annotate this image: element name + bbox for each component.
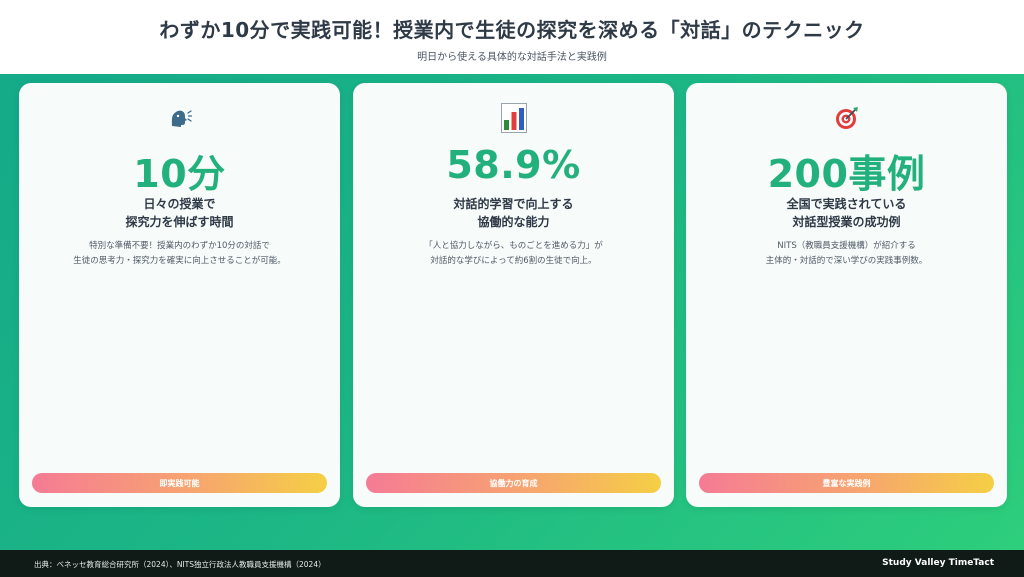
card-description-line: 生徒の思考力・探究力を確実に向上させることが可能。 <box>73 256 286 266</box>
tag-button-immediate-practice[interactable]: 即実践可能 <box>32 473 327 493</box>
card-heading-line: 探究力を伸ばす時間 <box>125 215 234 229</box>
tag-button-collaboration[interactable]: 協働力の育成 <box>366 473 661 493</box>
stat-value: 200事例 <box>767 152 926 196</box>
card-200-cases: 200事例 全国で実践されている 対話型授業の成功例 NITS（教職員支援機構）… <box>686 83 1007 507</box>
card-heading-line: 全国で実践されている <box>786 197 907 211</box>
card-58-percent: 58.9% 対話的学習で向上する 協働的な能力 「人と協力しながら、ものごとを進… <box>353 83 674 507</box>
card-description: NITS（教職員支援機構）が紹介する 主体的・対話的で深い学びの実践事例数。 <box>696 239 997 269</box>
target-icon <box>686 103 1007 133</box>
card-heading: 日々の授業で 探究力を伸ばす時間 <box>19 195 340 231</box>
card-description: 「人と協力しながら、ものごとを進める力」が 対話的な学びによって約6割の生徒で向… <box>363 239 664 269</box>
page-subtitle: 明日から使える具体的な対話手法と実践例 <box>417 52 607 63</box>
card-grid: 10分 日々の授業で 探究力を伸ばす時間 特別な準備不要！授業内のわずか10分の… <box>19 83 1007 507</box>
card-10-minutes: 10分 日々の授業で 探究力を伸ばす時間 特別な準備不要！授業内のわずか10分の… <box>19 83 340 507</box>
card-description-line: 特別な準備不要！授業内のわずか10分の対話で <box>89 241 270 251</box>
card-heading: 対話的学習で向上する 協働的な能力 <box>353 195 674 231</box>
card-description-line: 主体的・対話的で深い学びの実践事例数。 <box>765 256 928 266</box>
stat-value: 10分 <box>133 152 226 196</box>
speaking-head-icon <box>19 103 340 133</box>
card-description-line: 「人と協力しながら、ものごとを進める力」が <box>424 241 603 251</box>
brand-name: Study Valley TimeTact <box>882 558 994 568</box>
card-heading-line: 協働的な能力 <box>477 215 550 229</box>
card-heading-line: 対話的学習で向上する <box>453 197 574 211</box>
card-heading: 全国で実践されている 対話型授業の成功例 <box>686 195 1007 231</box>
stat-value: 58.9% <box>446 143 581 187</box>
card-description-line: NITS（教職員支援機構）が紹介する <box>777 241 916 251</box>
page-title: わずか10分で実践可能！授業内で生徒の探究を深める「対話」のテクニック <box>159 18 865 42</box>
card-description-line: 対話的な学びによって約6割の生徒で向上。 <box>430 256 597 266</box>
card-heading-line: 日々の授業で <box>143 197 216 211</box>
bar-chart-icon <box>353 103 674 133</box>
tag-button-rich-examples[interactable]: 豊富な実践例 <box>699 473 994 493</box>
card-description: 特別な準備不要！授業内のわずか10分の対話で 生徒の思考力・探究力を確実に向上さ… <box>29 239 330 269</box>
footer: 出典：ベネッセ教育総合研究所（2024）、NITS独立行政法人教職員支援機構（2… <box>0 550 1024 577</box>
header: わずか10分で実践可能！授業内で生徒の探究を深める「対話」のテクニック 明日から… <box>0 0 1024 74</box>
card-heading-line: 対話型授業の成功例 <box>792 215 901 229</box>
source-citation: 出典：ベネッセ教育総合研究所（2024）、NITS独立行政法人教職員支援機構（2… <box>34 560 326 569</box>
